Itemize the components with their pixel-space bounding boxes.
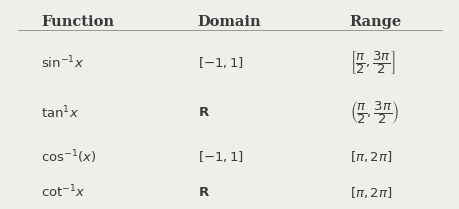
Text: $\mathbf{R}$: $\mathbf{R}$ [197,186,209,199]
Text: Range: Range [349,15,401,29]
Text: $\left(\dfrac{\pi}{2},\dfrac{3\pi}{2}\right)$: $\left(\dfrac{\pi}{2},\dfrac{3\pi}{2}\ri… [349,99,398,126]
Text: $\mathrm{tan}^{1}x$: $\mathrm{tan}^{1}x$ [41,104,79,121]
Text: $\left[\dfrac{\pi}{2},\dfrac{3\pi}{2}\right]$: $\left[\dfrac{\pi}{2},\dfrac{3\pi}{2}\ri… [349,49,395,76]
Text: Domain: Domain [197,15,261,29]
Text: $\mathbf{R}$: $\mathbf{R}$ [197,106,209,119]
Text: $\mathrm{sin}^{-1}x$: $\mathrm{sin}^{-1}x$ [41,54,84,71]
Text: Function: Function [41,15,114,29]
Text: $[-1,1]$: $[-1,1]$ [197,55,243,70]
Text: $\mathrm{cot}^{-1}x$: $\mathrm{cot}^{-1}x$ [41,184,86,201]
Text: $[-1,1]$: $[-1,1]$ [197,149,243,164]
Text: $[\pi,2\pi]$: $[\pi,2\pi]$ [349,149,391,164]
Text: $[\pi,2\pi]$: $[\pi,2\pi]$ [349,185,391,200]
Text: $\mathrm{cos}^{-1}(x)$: $\mathrm{cos}^{-1}(x)$ [41,148,97,166]
